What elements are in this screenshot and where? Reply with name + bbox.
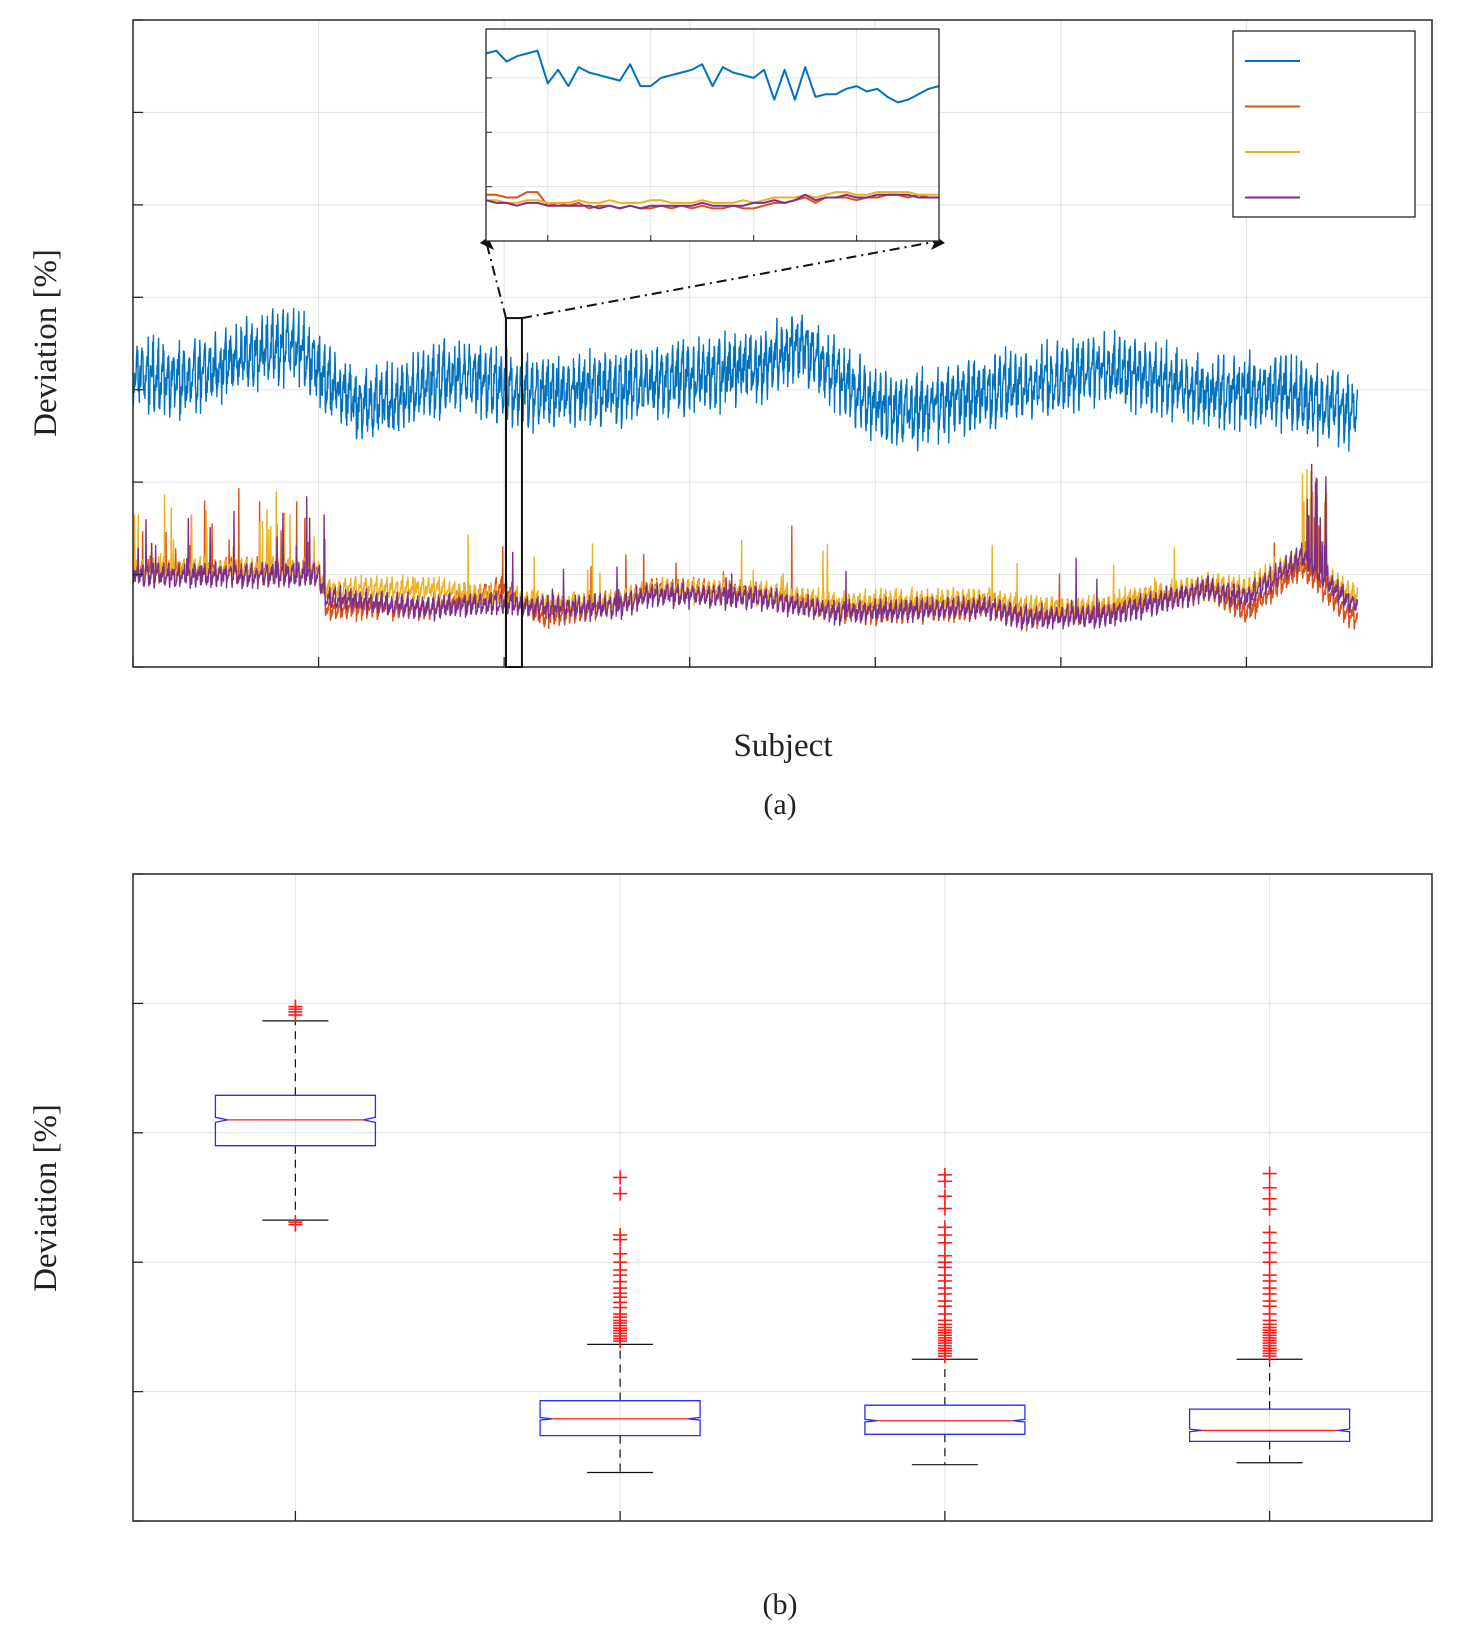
outlier-marker — [937, 1220, 952, 1235]
panel-b-boxes — [214, 999, 1351, 1474]
zoom-region-box — [504, 317, 523, 668]
caption-a: (a) — [763, 788, 796, 821]
outlier-marker — [613, 1228, 628, 1243]
outlier-marker — [937, 1189, 952, 1204]
outlier-marker — [1262, 1268, 1277, 1283]
inset-grid — [486, 29, 939, 241]
panel-b-box-plot: Deviation [%] — [28, 873, 1433, 1522]
inset-series-line-fwk3 — [485, 193, 939, 210]
panel-a-series — [132, 308, 1359, 632]
box-body — [214, 1094, 377, 1147]
outlier-marker — [288, 1215, 303, 1230]
inset-series-line-wk3 — [486, 191, 939, 204]
outlier-marker — [613, 1170, 628, 1185]
outlier-marker — [1262, 1180, 1277, 1195]
connector-arrowhead-left — [480, 237, 494, 250]
caption-b: (b) — [763, 1588, 798, 1621]
outlier-marker — [613, 1246, 628, 1261]
panel-a-axes-frame — [132, 19, 1433, 668]
box-wk2 — [214, 999, 377, 1232]
panel-b-y-axis-label: Deviation [%] — [28, 1104, 64, 1292]
panel-a-x-axis-label: Subject — [734, 728, 833, 764]
connector-arrowhead-right — [931, 237, 945, 250]
legend — [1232, 30, 1416, 218]
legend-box — [1232, 30, 1416, 218]
inset-x-ticks — [547, 235, 858, 241]
connector-line-left — [485, 240, 507, 319]
panel-b-axes-frame — [132, 873, 1433, 1522]
panel-a-y-axis-label: Deviation [%] — [28, 249, 64, 437]
connector-line-right — [521, 240, 940, 320]
panel-a-y-ticks — [133, 19, 143, 668]
box-body — [864, 1404, 1026, 1435]
box-body — [1188, 1408, 1351, 1443]
outlier-marker — [288, 999, 303, 1014]
outlier-marker — [937, 1201, 952, 1216]
panel-a-line-chart: Subject Deviation [%] — [28, 19, 1433, 764]
inset-series — [485, 49, 940, 210]
panel-b-x-ticks — [294, 1511, 1271, 1521]
zoom-inset-chart — [485, 28, 940, 242]
box-fwk3 — [1188, 1166, 1351, 1464]
box-fwk2 — [539, 1170, 701, 1474]
panel-b-y-ticks — [133, 873, 143, 1522]
outlier-marker — [1262, 1166, 1277, 1181]
outlier-marker — [1262, 1225, 1277, 1240]
outlier-marker — [937, 1167, 952, 1182]
series-line-wk2 — [132, 308, 1359, 452]
panel-a-x-ticks — [132, 657, 1433, 667]
zoom-connector-lines — [480, 237, 945, 320]
box-body — [539, 1400, 701, 1437]
outlier-marker — [937, 1248, 952, 1263]
outlier-marker — [613, 1186, 628, 1201]
inset-y-ticks — [486, 77, 492, 188]
box-wk3 — [864, 1167, 1026, 1466]
inset-series-line-wk2 — [485, 49, 940, 104]
inset-frame — [485, 28, 940, 242]
series-line-fwk3 — [132, 463, 1359, 630]
panel-b-grid — [133, 873, 1432, 1522]
